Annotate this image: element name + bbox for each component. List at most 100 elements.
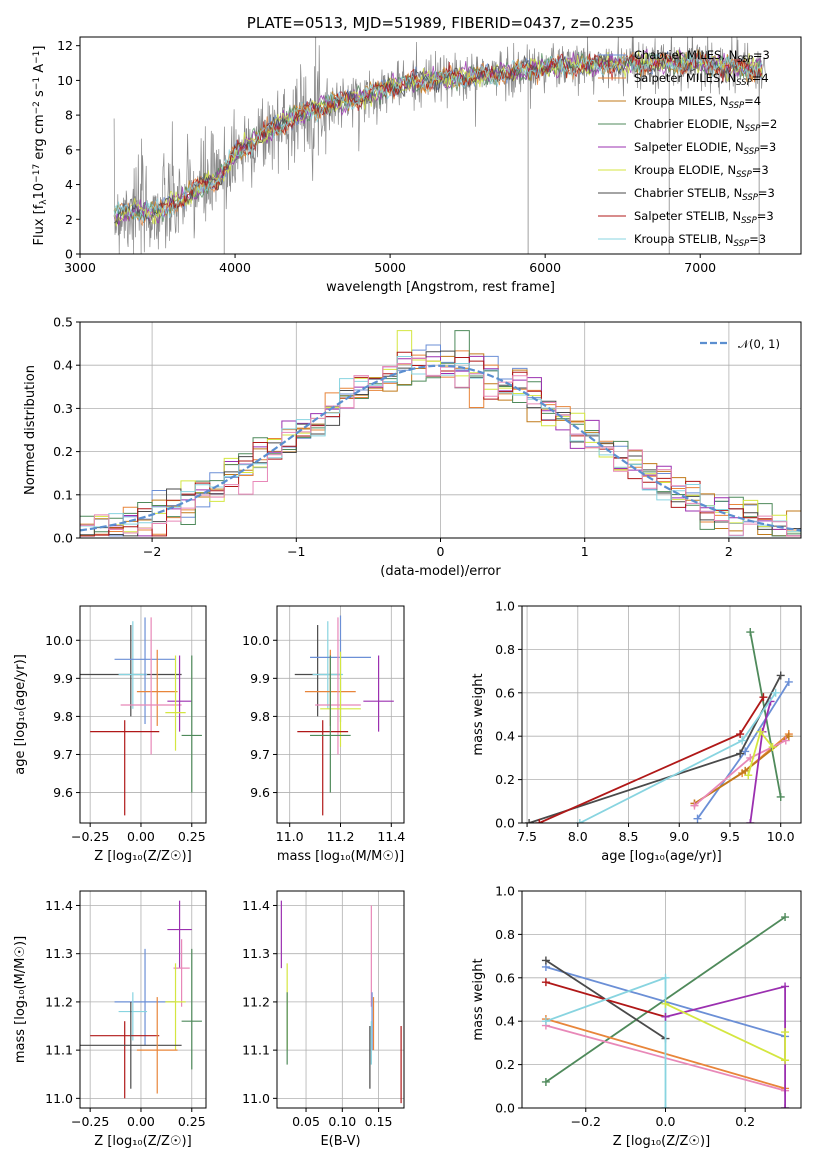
x-tick-label: −0.2 — [571, 1114, 601, 1129]
x-tick-label: 0.25 — [178, 1114, 206, 1129]
y-tick-label: 1.0 — [495, 884, 515, 899]
y-tick-label: 10.0 — [242, 633, 270, 648]
legend-entry: Salpeter ELODIE, NSSP=3 — [634, 140, 776, 157]
y-tick-label: 0.6 — [495, 970, 515, 985]
weight-point-marker — [541, 1017, 550, 1026]
x-tick-label: 5000 — [374, 260, 406, 275]
legend-label: Salpeter STELIB, N — [634, 209, 741, 223]
errorbar-point — [165, 655, 186, 751]
legend-entry: Salpeter STELIB, NSSP=3 — [634, 209, 774, 226]
y-axis-label: mass weight — [471, 673, 486, 755]
y-tick-label: 8 — [65, 108, 73, 123]
weight-point-marker — [781, 913, 790, 922]
legend-sub: SSP — [736, 170, 752, 180]
weight-point-marker — [781, 982, 790, 991]
x-tick-label: 7000 — [684, 260, 716, 275]
legend-suffix: =3 — [758, 186, 775, 200]
y-tick-label: 0.8 — [495, 642, 515, 657]
errorbar-point — [181, 655, 202, 793]
weight-point-marker — [535, 819, 544, 823]
y-tick-label: 10 — [57, 73, 73, 88]
weight-series-line — [749, 701, 772, 823]
errorbar-point — [294, 625, 341, 717]
y-tick-label: 9.6 — [53, 785, 73, 800]
x-tick-label: 4000 — [219, 260, 251, 275]
y-tick-label: 0.2 — [495, 772, 515, 787]
chart-age_vs_Z: −0.25 0.00 0.25 9.6 9.7 9.8 9.9 10.0 Z [log₁₀(Z/… — [13, 605, 207, 864]
errorbar-point — [320, 651, 361, 747]
axes-frame — [79, 321, 802, 539]
weight-point-marker — [744, 771, 753, 780]
y-axis-label: mass weight — [471, 958, 486, 1040]
chart-weight_vs_age: 7.5 8.0 8.5 9.0 9.5 10.0 0.0 0.2 0.4 0.6 0.8 1.0 age… — [471, 599, 802, 864]
model-spectrum-line — [160, 52, 763, 213]
errorbar-point — [114, 948, 176, 1046]
weight-point-marker — [746, 628, 755, 637]
normal-curve-line — [80, 364, 801, 532]
weight-point-marker — [541, 978, 550, 987]
errorbar-point — [167, 900, 192, 969]
x-tick-label: 11.4 — [377, 829, 405, 844]
weight-point-marker — [781, 1028, 790, 1037]
y-tick-label: 0 — [65, 247, 73, 262]
y-tick-label: 11.0 — [45, 1091, 73, 1106]
errorbar-point — [90, 1021, 160, 1099]
y-axis-label: age [log₁₀(age/yr)] — [13, 654, 28, 775]
errorbar-point — [114, 617, 176, 725]
x-tick-label: 0.25 — [178, 829, 206, 844]
x-tick-label: 8.5 — [619, 829, 639, 844]
y-tick-label: 0.2 — [495, 1057, 515, 1072]
legend-label: Kroupa MILES, N — [634, 94, 729, 108]
weight-point-marker — [541, 1077, 550, 1086]
y-tick-label: 11.3 — [45, 946, 73, 961]
weight-point-marker — [661, 999, 670, 1008]
axes-frame — [276, 890, 405, 1109]
x-tick-label: 6000 — [529, 260, 561, 275]
y-tick-label: 0.4 — [53, 358, 73, 373]
x-tick-label: −1 — [287, 544, 305, 559]
weight-series-line — [579, 692, 777, 823]
weight-point-marker — [776, 792, 785, 801]
y-tick-label: 4 — [65, 177, 73, 192]
x-tick-label: 8.0 — [568, 829, 588, 844]
y-axis-label-part: −17 — [32, 164, 42, 183]
y-axis-label-part: s — [32, 90, 47, 101]
chart-mass_vs_Z: −0.25 0.00 0.25 11.0 11.1 11.2 11.3 11.4 Z [log₁… — [13, 890, 207, 1149]
errorbar-point — [120, 617, 182, 755]
legend-suffix: =3 — [752, 163, 769, 177]
plot-area — [80, 606, 206, 823]
chart-residuals: −2 −1 0 1 2 0.0 0.1 0.2 0.3 0.4 0.5 (data-model)/er… — [23, 315, 802, 579]
legend-suffix: =2 — [760, 117, 777, 131]
legend-label: Chabrier STELIB, N — [634, 186, 742, 200]
y-tick-label: 0.4 — [495, 729, 515, 744]
x-axis-label: (data-model)/error — [380, 564, 501, 579]
errorbar-point — [181, 948, 202, 1070]
errorbar-point — [80, 1001, 182, 1089]
x-tick-label: −0.25 — [71, 1114, 109, 1129]
legend-entry: Kroupa STELIB, NSSP=3 — [634, 232, 766, 249]
y-tick-label: 11.3 — [242, 946, 270, 961]
legend-suffix: =3 — [757, 209, 774, 223]
weight-point-marker — [771, 688, 780, 697]
y-tick-label: 0.6 — [495, 685, 515, 700]
y-axis-label-part: ] — [32, 46, 47, 51]
x-tick-label: 9.0 — [669, 829, 689, 844]
y-axis-label-part: A — [32, 64, 47, 77]
axes-frame — [79, 605, 207, 824]
legend-label: Chabrier ELODIE, N — [634, 117, 745, 131]
model-spectrum-line — [113, 50, 763, 226]
errorbar-point — [363, 655, 394, 732]
weight-point-marker — [781, 1104, 790, 1108]
errorbar-point — [297, 720, 349, 816]
legend-sub: SSP — [736, 78, 752, 88]
plot-area — [277, 606, 404, 823]
y-axis-label-part: Flux [f — [32, 204, 47, 245]
y-tick-label: 6 — [65, 142, 73, 157]
chart-title: PLATE=0513, MJD=51989, FIBERID=0437, z=0… — [247, 14, 634, 32]
y-tick-label: 0.3 — [53, 401, 73, 416]
y-tick-label: 11.2 — [242, 994, 270, 1009]
weight-point-marker — [781, 1056, 790, 1065]
legend-label: Salpeter MILES, N — [634, 71, 736, 85]
x-tick-label: 0.0 — [656, 1114, 676, 1129]
legend-entry: Salpeter MILES, NSSP=4 — [634, 71, 769, 88]
